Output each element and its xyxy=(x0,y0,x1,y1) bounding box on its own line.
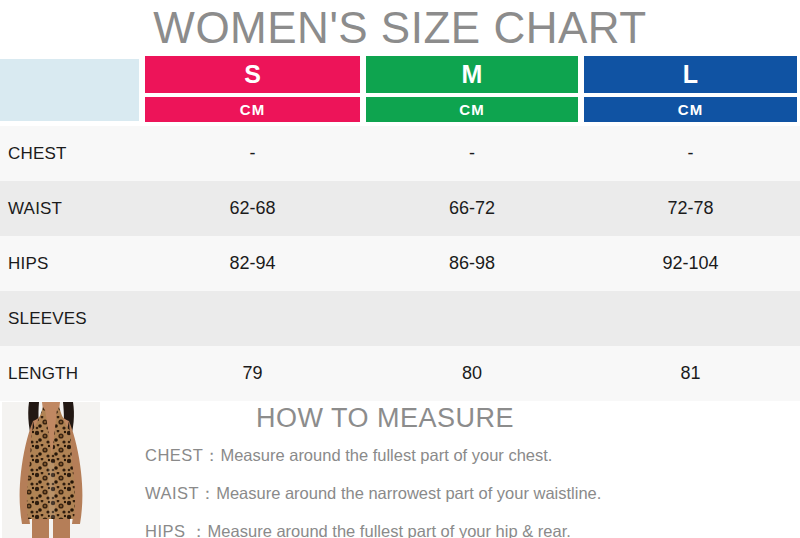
cell-hips-l: 92-104 xyxy=(584,253,797,274)
measure-text: Measure around the fullest part of your … xyxy=(220,446,552,464)
page-title: WOMEN'S SIZE CHART xyxy=(0,0,800,54)
table-row-length: LENGTH 79 80 81 xyxy=(0,346,800,401)
cell-hips-m: 86-98 xyxy=(366,253,578,274)
how-to-measure-section: HOW TO MEASURE CHEST：Measure around the … xyxy=(0,402,800,538)
measure-text: Measure around the fullest part of your … xyxy=(208,522,571,538)
row-label: HIPS xyxy=(0,254,139,274)
size-table-body: CHEST - - - WAIST 62-68 66-72 72-78 HIPS… xyxy=(0,126,800,401)
measure-label: WAIST： xyxy=(145,484,216,502)
measure-text: Measure around the narrowest part of you… xyxy=(216,484,601,502)
size-header-l: L xyxy=(584,56,797,93)
cell-waist-m: 66-72 xyxy=(366,198,578,219)
cell-length-m: 80 xyxy=(366,363,578,384)
row-label: SLEEVES xyxy=(0,309,139,329)
table-row-sleeves: SLEEVES xyxy=(0,291,800,346)
measure-label: HIPS ： xyxy=(145,522,208,538)
row-label: LENGTH xyxy=(0,364,139,384)
size-header-m: M xyxy=(366,56,578,93)
how-to-measure-heading: HOW TO MEASURE xyxy=(145,403,625,434)
cell-hips-s: 82-94 xyxy=(145,253,360,274)
size-column-m: M CM xyxy=(366,56,578,122)
size-column-l: L CM xyxy=(584,56,797,122)
leopard-dress-illustration xyxy=(2,402,100,538)
cell-chest-s: - xyxy=(145,143,360,164)
unit-header-l: CM xyxy=(584,97,797,122)
cell-chest-m: - xyxy=(366,143,578,164)
size-chart-page: WOMEN'S SIZE CHART S CM M CM L CM CHEST … xyxy=(0,0,800,538)
table-row-chest: CHEST - - - xyxy=(0,126,800,181)
table-row-hips: HIPS 82-94 86-98 92-104 xyxy=(0,236,800,291)
measure-instruction-chest: CHEST：Measure around the fullest part of… xyxy=(145,445,625,467)
measure-label: CHEST： xyxy=(145,446,220,464)
corner-cell xyxy=(0,59,139,121)
cell-length-s: 79 xyxy=(145,363,360,384)
unit-header-s: CM xyxy=(145,97,360,122)
table-row-waist: WAIST 62-68 66-72 72-78 xyxy=(0,181,800,236)
size-table-header: S CM M CM L CM xyxy=(0,56,800,122)
unit-header-m: CM xyxy=(366,97,578,122)
size-header-s: S xyxy=(145,56,360,93)
row-label: WAIST xyxy=(0,199,139,219)
measure-instruction-hips: HIPS ：Measure around the fullest part of… xyxy=(145,521,625,538)
cell-chest-l: - xyxy=(584,143,797,164)
row-label: CHEST xyxy=(0,144,139,164)
measure-instruction-waist: WAIST：Measure around the narrowest part … xyxy=(145,483,625,505)
product-photo xyxy=(2,402,100,538)
cell-length-l: 81 xyxy=(584,363,797,384)
cell-waist-l: 72-78 xyxy=(584,198,797,219)
size-chart-table: S CM M CM L CM CHEST - - - WAIST 62-68 xyxy=(0,56,800,401)
size-column-s: S CM xyxy=(145,56,360,122)
cell-waist-s: 62-68 xyxy=(145,198,360,219)
how-to-measure-content: HOW TO MEASURE CHEST：Measure around the … xyxy=(145,402,625,538)
